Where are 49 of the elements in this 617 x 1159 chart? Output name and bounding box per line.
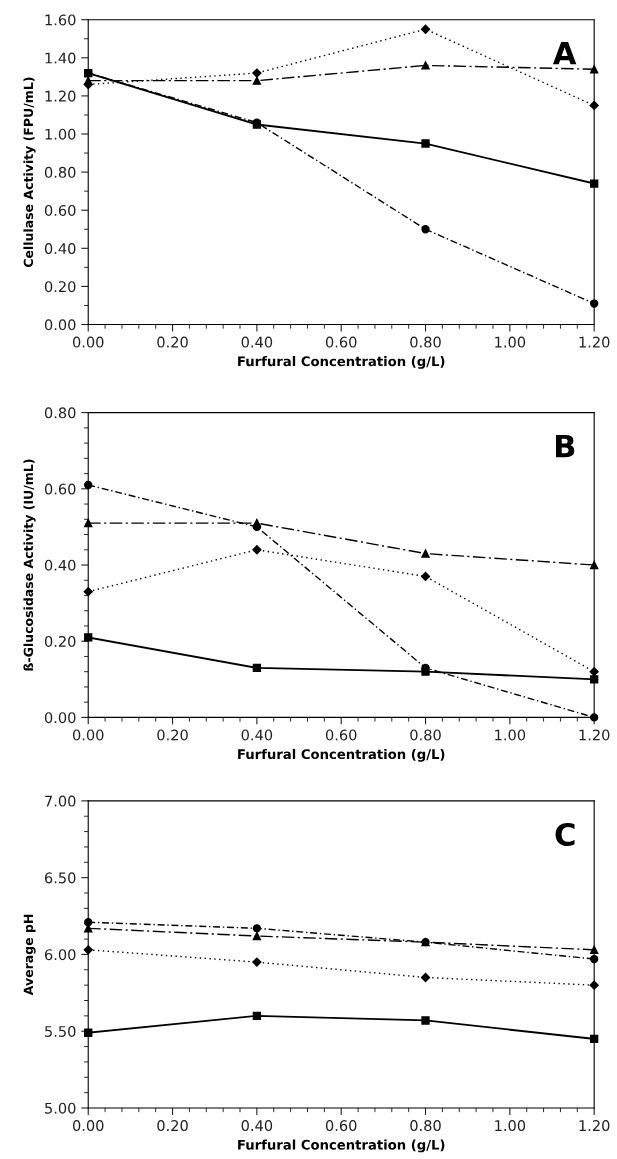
x-tick-label: 0.80	[410, 336, 441, 348]
x-tick-label: 0.40	[241, 1120, 273, 1132]
x-tick-label: 0.00	[72, 1120, 104, 1132]
x-tick-label: 0.00	[72, 729, 104, 741]
annotation: C	[555, 822, 575, 847]
y-tick-label: 0.20	[44, 281, 76, 293]
x-axis-title: Furfural Concentration (g/L)	[238, 748, 445, 762]
y-tick-label: 1.20	[45, 90, 76, 102]
x-tick-label: 0.60	[325, 336, 357, 348]
x-tick-label: 1.00	[495, 336, 526, 348]
x-tick-label: 0.60	[325, 729, 357, 741]
y-tick-label: 0.80	[44, 166, 76, 178]
x-tick-label: 1.00	[495, 729, 526, 741]
x-axis-title: Furfural Concentration (g/L)	[238, 356, 445, 369]
y-tick-label: 0.20	[44, 635, 76, 647]
y-tick-label: 0.40	[44, 559, 76, 571]
y-tick-label: 0.00	[44, 319, 76, 331]
y-axis-title: Cellulase Activity (FPU/mL)	[23, 77, 36, 268]
x-tick-label: 0.40	[241, 729, 273, 741]
annotation: B	[555, 434, 575, 458]
x-tick-label: 0.40	[241, 336, 273, 348]
y-axis-title: ß-Glucosidase Activity (IU/mL)	[23, 459, 36, 671]
y-tick-label: 1.60	[45, 14, 76, 26]
x-tick-label: 0.80	[410, 729, 441, 741]
x-tick-label: 0.80	[410, 1120, 441, 1132]
y-tick-label: 0.60	[44, 204, 76, 216]
y-tick-label: 1.40	[45, 52, 76, 64]
x-tick-label: 0.00	[72, 336, 104, 348]
x-tick-label: 1.20	[579, 336, 610, 348]
y-tick-label: 0.00	[44, 712, 76, 724]
y-tick-label: 5.00	[45, 1102, 76, 1114]
y-tick-label: 0.60	[44, 483, 76, 495]
x-tick-label: 0.20	[157, 336, 188, 348]
y-tick-label: 0.40	[44, 243, 76, 255]
y-tick-label: 6.00	[44, 949, 76, 961]
annotation: A	[552, 41, 577, 65]
x-tick-label: 0.20	[157, 1120, 188, 1132]
x-axis-title: Furfural Concentration (g/L)	[238, 1139, 445, 1153]
x-tick-label: 0.20	[157, 729, 188, 741]
y-axis-title: Average pH	[23, 914, 36, 996]
y-tick-label: 5.50	[45, 1025, 76, 1037]
y-tick-label: 6.50	[44, 872, 76, 884]
x-tick-label: 0.60	[325, 1120, 357, 1132]
x-tick-label: 1.20	[579, 1120, 610, 1132]
y-tick-label: 7.00	[45, 795, 76, 807]
x-tick-label: 1.00	[495, 1120, 526, 1132]
x-tick-label: 1.20	[579, 729, 610, 741]
y-tick-label: 1.00	[45, 128, 76, 140]
y-tick-label: 0.80	[44, 407, 76, 419]
